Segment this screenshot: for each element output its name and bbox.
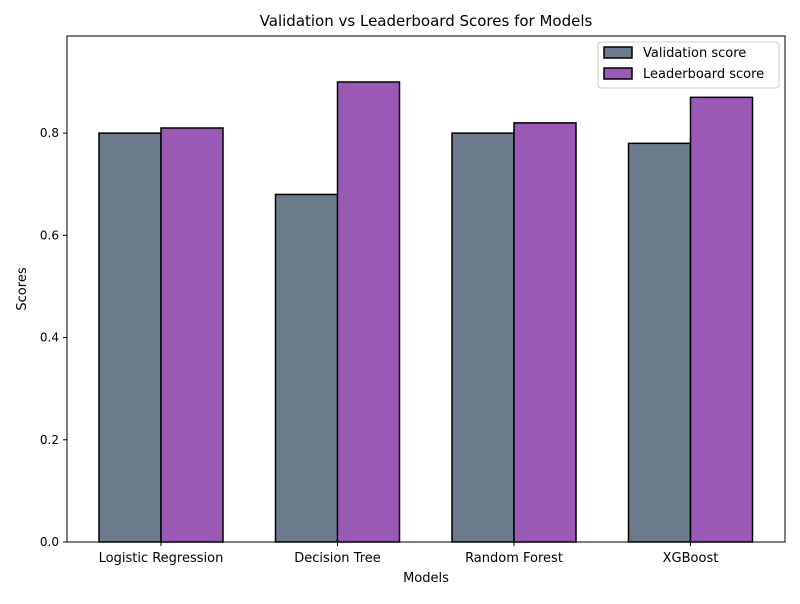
y-tick-label: 0.0 [40,535,59,549]
x-tick-label: Logistic Regression [99,551,224,566]
y-tick-label: 0.8 [40,126,59,140]
bar-leaderboard-score-3 [689,96,754,543]
legend-swatch-0 [603,46,633,59]
bar-validation-score-3 [627,142,692,543]
legend-label-0: Validation score [643,46,746,61]
legend-swatch-1 [603,67,633,80]
y-tick-label: 0.6 [40,228,59,242]
bar-leaderboard-score-0 [160,127,224,543]
x-axis-label: Models [403,571,449,586]
bar-validation-score-0 [98,132,162,543]
x-tick-label: Random Forest [465,551,563,566]
y-tick-label: 0.4 [40,331,59,345]
x-tick-label: Decision Tree [294,551,381,566]
chart-title: Validation vs Leaderboard Scores for Mod… [260,12,593,30]
y-tick-label: 0.2 [40,433,59,447]
x-axis: Logistic Regression Decision Tree Random F… [99,542,719,566]
y-axis-label: Scores [15,267,30,310]
bar-validation-score-1 [274,193,339,543]
bar-leaderboard-score-1 [336,81,401,543]
legend: Validation score Leaderboard score [597,41,780,89]
x-tick-label: XGBoost [663,551,719,566]
plot-frame [66,35,786,543]
legend-box [597,41,780,89]
bars-group [98,81,754,543]
y-axis: 0.0 0.2 0.4 0.6 0.8 [40,126,67,549]
bar-validation-score-2 [451,132,515,543]
legend-label-1: Leaderboard score [643,67,764,82]
bar-leaderboard-score-2 [513,122,577,543]
